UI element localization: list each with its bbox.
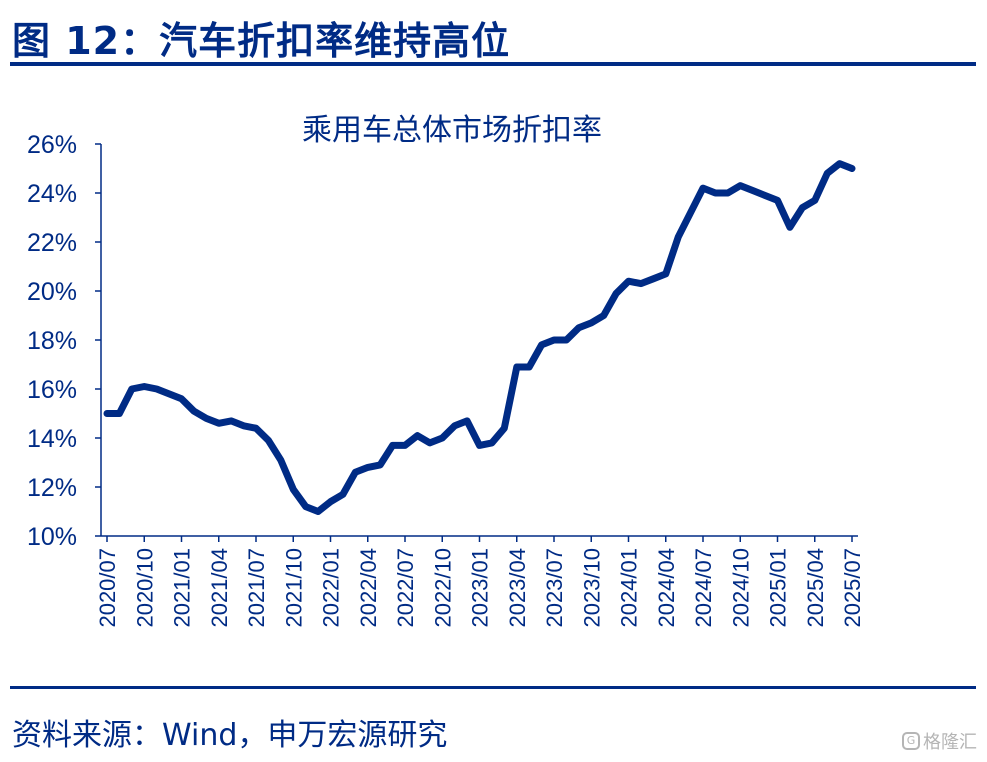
source-note: 资料来源：Wind，申万宏源研究 bbox=[12, 718, 448, 753]
x-tick-label: 2023/04 bbox=[505, 548, 530, 628]
x-tick-label: 2021/07 bbox=[244, 548, 269, 628]
y-tick-label: 10% bbox=[27, 523, 77, 551]
watermark: G 格隆汇 bbox=[902, 728, 977, 754]
x-tick-label: 2024/07 bbox=[691, 548, 716, 628]
y-tick-label: 26% bbox=[27, 131, 77, 159]
y-tick-label: 12% bbox=[27, 474, 77, 502]
x-tick-label: 2024/01 bbox=[617, 548, 642, 628]
y-tick-label: 22% bbox=[27, 229, 77, 257]
x-tick-label: 2020/10 bbox=[132, 548, 157, 628]
y-tick-label: 16% bbox=[27, 376, 77, 404]
x-tick-label: 2025/04 bbox=[803, 548, 828, 628]
y-axis-ticks: 10% 12% 14% 16% 18% 20% 22% 24% 26% bbox=[27, 131, 101, 551]
chart-series bbox=[103, 160, 856, 515]
x-axis-ticks: 2020/07 2020/10 2021/01 2021/04 2021/07 2021/… bbox=[95, 536, 865, 628]
x-tick-label: 2020/07 bbox=[95, 548, 120, 628]
x-tick-label: 2022/07 bbox=[393, 548, 418, 628]
line-chart: 乘用车总体市场折扣率 10% 12% 14% 16% 18% 20% 22% 24% 26% 2… bbox=[27, 113, 865, 628]
x-tick-label: 2023/10 bbox=[579, 548, 604, 628]
y-tick-label: 14% bbox=[27, 425, 77, 453]
x-tick-label: 2021/10 bbox=[281, 548, 306, 628]
watermark-text: 格隆汇 bbox=[923, 732, 977, 753]
figure-title: 图 12：汽车折扣率维持高位 bbox=[12, 19, 511, 63]
chart-title: 乘用车总体市场折扣率 bbox=[302, 113, 602, 148]
x-tick-label: 2025/07 bbox=[840, 548, 865, 628]
y-tick-label: 20% bbox=[27, 278, 77, 306]
x-tick-label: 2021/01 bbox=[170, 548, 195, 628]
y-tick-label: 18% bbox=[27, 327, 77, 355]
x-tick-label: 2022/10 bbox=[430, 548, 455, 628]
x-tick-label: 2025/01 bbox=[766, 548, 791, 628]
chart-axes bbox=[100, 144, 858, 537]
bottom-divider bbox=[10, 686, 976, 689]
x-tick-label: 2023/01 bbox=[468, 548, 493, 628]
top-divider bbox=[10, 62, 976, 66]
discount-rate-line bbox=[103, 160, 856, 515]
x-tick-label: 2022/01 bbox=[319, 548, 344, 628]
x-tick-label: 2024/10 bbox=[728, 548, 753, 628]
x-tick-label: 2023/07 bbox=[542, 548, 567, 628]
x-tick-label: 2022/04 bbox=[356, 548, 381, 628]
y-tick-label: 24% bbox=[27, 180, 77, 208]
watermark-logo-icon: G bbox=[902, 732, 920, 750]
x-tick-label: 2024/04 bbox=[654, 548, 679, 628]
x-tick-label: 2021/04 bbox=[207, 548, 232, 628]
